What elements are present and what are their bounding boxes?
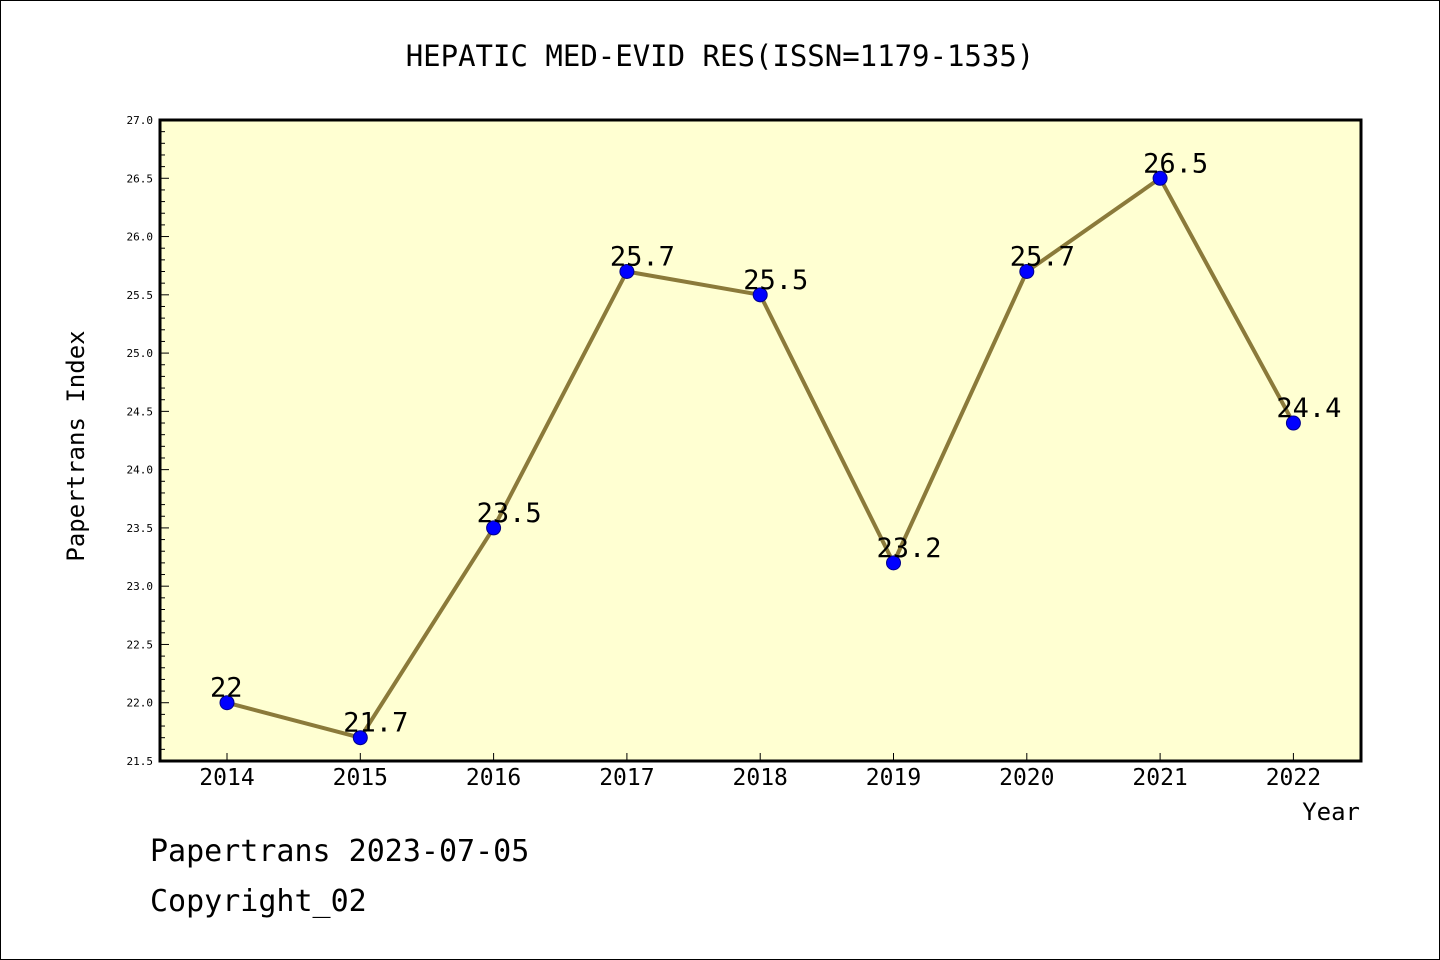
- y-axis-title: Papertrans Index: [62, 330, 90, 561]
- y-tick-label: 24.5: [127, 405, 154, 418]
- data-labels: 22 21.7 23.5 25.7 25.5 23.2 25.7 26.5 24.4: [210, 148, 1341, 738]
- y-tick-label: 22.0: [127, 697, 154, 710]
- y-tick-label: 23.0: [127, 580, 154, 593]
- x-tick-label: 2020: [999, 765, 1054, 791]
- y-axis: 21.5 22.0 22.5 23.0 23.5 24.0 24.5 25.0 25.5 26.0…: [127, 114, 169, 768]
- y-tick-label: 21.5: [127, 755, 154, 768]
- x-tick-label: 2022: [1266, 765, 1321, 791]
- y-tick-label: 26.0: [127, 231, 154, 244]
- data-label: 26.5: [1143, 148, 1208, 179]
- data-label: 25.5: [743, 265, 808, 296]
- x-tick-label: 2017: [599, 765, 654, 791]
- x-axis-title: Year: [1302, 798, 1360, 826]
- data-point: [886, 555, 901, 571]
- x-tick-label: 2015: [333, 765, 388, 791]
- data-point: [486, 520, 502, 536]
- y-tick-label: 27.0: [127, 114, 154, 127]
- data-point: [1152, 170, 1168, 186]
- x-axis: 2014 2015 2016 2017 2018 2019 2020 2021 2022: [199, 753, 1321, 791]
- plot-area: [158, 118, 1363, 763]
- data-label: 25.7: [610, 242, 675, 273]
- x-tick-label: 2016: [466, 765, 521, 791]
- data-label: 23.2: [877, 533, 942, 564]
- data-label: 25.7: [1010, 242, 1075, 273]
- y-tick-label: 25.0: [127, 347, 154, 360]
- y-tick-label: 24.0: [127, 464, 154, 477]
- chart-title: HEPATIC MED-EVID RES(ISSN=1179-1535): [406, 39, 1035, 73]
- data-point: [1019, 264, 1035, 280]
- data-point: [352, 730, 368, 746]
- series-layer: [219, 170, 1301, 746]
- data-point: [752, 287, 768, 303]
- data-point: [619, 264, 635, 280]
- data-label: 22: [210, 673, 243, 704]
- data-label: 24.4: [1276, 393, 1341, 424]
- y-tick-label: 23.5: [127, 522, 154, 535]
- data-label: 23.5: [477, 498, 542, 529]
- footer-date-line: Papertrans 2023-07-05: [150, 834, 530, 869]
- x-tick-label: 2014: [199, 765, 254, 791]
- y-tick-label: 26.5: [127, 172, 154, 185]
- x-tick-label: 2018: [733, 765, 788, 791]
- y-tick-label: 22.5: [127, 638, 154, 651]
- x-tick-label: 2021: [1132, 765, 1187, 791]
- y-tick-label: 25.5: [127, 289, 154, 302]
- data-point: [1285, 415, 1301, 431]
- x-tick-label: 2019: [866, 765, 921, 791]
- footer-copyright-line: Copyright_02: [150, 884, 367, 919]
- data-label: 21.7: [343, 708, 408, 739]
- data-point: [219, 695, 235, 711]
